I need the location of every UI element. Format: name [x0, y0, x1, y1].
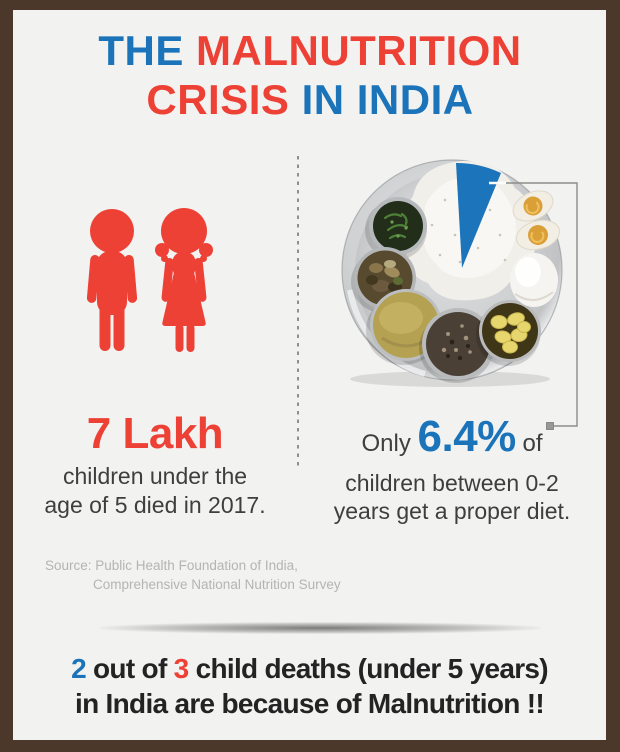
- footer-line-2: in India are because of Malnutrition !!: [75, 688, 545, 719]
- title-line-1: THE MALNUTRITION: [0, 26, 620, 75]
- left-stat-value: 7 Lakh: [86, 409, 224, 458]
- page-title: THE MALNUTRITION CRISIS IN INDIA: [0, 26, 620, 124]
- right-stat-caption: children between 0-2 years get a proper …: [302, 469, 602, 525]
- title-word-malnutrition: MALNUTRITION: [196, 27, 522, 74]
- left-stat-block: 7 Lakh children under the age of 5 died …: [10, 410, 300, 520]
- left-caption-line-1: children under the: [62, 463, 248, 489]
- chutney-bowl: [419, 308, 494, 383]
- children-icons: [86, 208, 213, 352]
- egg-slices: [512, 190, 561, 251]
- thali-plate-illustration: [341, 159, 578, 430]
- pie-wedge-6-4-percent: [456, 162, 501, 268]
- footer-headline: 2 out of 3 child deaths (under 5 years) …: [13, 651, 606, 721]
- footer-text-2: child deaths (under 5 years): [188, 653, 549, 684]
- left-caption-line-2: age of 5 died in 2017.: [44, 492, 266, 518]
- callout-line: [489, 181, 578, 430]
- egg: [510, 253, 558, 307]
- banana-bowl: [476, 300, 541, 366]
- right-stat-block: Only 6.4% of children between 0-2 years …: [302, 412, 602, 525]
- divider-shadow: [100, 622, 540, 634]
- footer-number-3: 3: [173, 653, 190, 684]
- right-stat-prefix: Only: [361, 430, 418, 457]
- right-stat-lead: Only 6.4% of: [302, 412, 602, 469]
- source-attribution: Source: Public Health Foundation of Indi…: [45, 556, 341, 594]
- greens-bowl: [365, 197, 427, 260]
- footer-line-1: 2 out of 3 child deaths (under 5 years): [13, 651, 606, 686]
- title-word-the: THE: [98, 27, 197, 74]
- right-stat-value: 6.4%: [417, 412, 517, 461]
- left-stat-caption: children under the age of 5 died in 2017…: [10, 462, 300, 520]
- right-caption-line-1: children between 0-2: [345, 470, 559, 496]
- girl-icon: [155, 208, 213, 352]
- title-line-2: CRISIS IN INDIA: [0, 75, 620, 124]
- infographic-background: [13, 10, 606, 740]
- source-line-2: Comprehensive National Nutrition Survey: [93, 577, 341, 592]
- boy-icon: [86, 209, 138, 351]
- right-caption-line-2: years get a proper diet.: [333, 498, 571, 524]
- footer-number-2: 2: [71, 653, 87, 684]
- title-word-crisis: CRISIS: [146, 76, 302, 123]
- footer-text-1: out of: [85, 653, 174, 684]
- title-word-in-india: IN INDIA: [301, 76, 474, 123]
- source-line-1: Source: Public Health Foundation of Indi…: [45, 558, 298, 573]
- right-stat-suffix: of: [515, 430, 543, 457]
- dashed-divider: [297, 156, 299, 466]
